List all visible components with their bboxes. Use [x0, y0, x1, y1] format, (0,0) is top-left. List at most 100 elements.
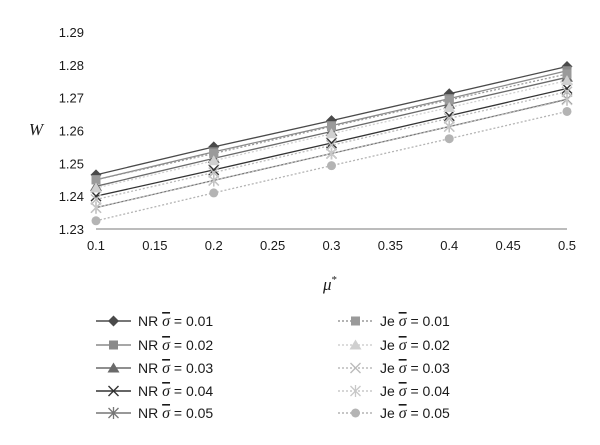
x-tick-label: 0.5 — [558, 238, 576, 253]
data-point-star — [90, 201, 102, 214]
data-point-x — [90, 190, 102, 202]
data-point-circle — [91, 216, 101, 226]
legend-label: NR σ = 0.04 — [138, 383, 213, 400]
legend-prefix: Je — [380, 383, 399, 399]
x-tick-label: 0.3 — [322, 238, 340, 253]
legend-value: = 0.02 — [407, 337, 450, 353]
legend-value: = 0.04 — [407, 383, 450, 399]
legend-value: = 0.01 — [407, 313, 450, 329]
legend-entry: NR σ = 0.03 — [96, 360, 213, 377]
data-point-x — [443, 110, 455, 122]
legend-prefix: NR — [138, 383, 162, 399]
x-tick-label: 0.2 — [205, 238, 223, 253]
data-point-circle — [444, 134, 454, 144]
x-tick-labels: 0.1 0.15 0.2 0.25 0.3 0.35 0.4 0.45 0.5 — [87, 238, 576, 253]
legend-label: NR σ = 0.03 — [138, 360, 213, 377]
legend-label: Je σ = 0.03 — [380, 360, 450, 377]
data-point-circle — [209, 188, 219, 198]
legend-sigma: σ — [399, 360, 408, 377]
legend-prefix: NR — [138, 313, 162, 329]
x-tick-label: 0.15 — [142, 238, 167, 253]
legend-sigma: σ — [399, 383, 408, 400]
legend-sigma: σ — [162, 360, 171, 377]
data-point-triangle — [349, 339, 362, 350]
data-point-triangle — [207, 155, 220, 166]
legend-sigma: σ — [162, 313, 171, 330]
data-point-square — [327, 122, 336, 132]
legend-prefix: NR — [138, 360, 162, 376]
data-point-square — [209, 148, 219, 158]
legend-sigma: σ — [162, 405, 171, 422]
data-point-star — [326, 147, 337, 160]
data-point-x — [108, 385, 119, 397]
y-tick-label: 1.28 — [59, 58, 84, 73]
legend-value: = 0.05 — [170, 405, 213, 421]
x-tick-label: 0.4 — [440, 238, 458, 253]
legend-value: = 0.01 — [170, 313, 213, 329]
legend-entry: Je σ = 0.05 — [338, 405, 450, 422]
legend-value: = 0.02 — [170, 337, 213, 353]
legend-entry: Je σ = 0.04 — [338, 383, 450, 400]
data-point-x — [208, 167, 220, 179]
legend-entry: NR σ = 0.05 — [96, 405, 213, 422]
data-point-diamond — [108, 315, 119, 327]
data-point-x — [443, 112, 455, 124]
legend-entry: NR σ = 0.04 — [96, 383, 213, 400]
data-point-x — [326, 137, 337, 149]
x-tick-label: 0.45 — [495, 238, 520, 253]
series-je-8 — [90, 93, 573, 214]
data-point-circle — [562, 106, 572, 116]
data-point-triangle — [561, 75, 573, 86]
series-nr-3 — [90, 82, 573, 202]
y-tick-label: 1.27 — [59, 91, 84, 106]
legend-prefix: Je — [380, 360, 399, 376]
x-tick-label: 0.25 — [260, 238, 285, 253]
y-tick-label: 1.29 — [59, 25, 84, 40]
series-layer — [90, 60, 573, 226]
legend-label: NR σ = 0.01 — [138, 313, 213, 330]
legend-prefix: NR — [138, 337, 162, 353]
y-axis-label: W — [29, 120, 45, 139]
data-point-circle — [351, 408, 360, 418]
legend-value: = 0.05 — [407, 405, 450, 421]
data-point-triangle — [443, 102, 456, 113]
legend-sigma: σ — [162, 383, 171, 400]
legend-label: Je σ = 0.01 — [380, 313, 450, 330]
legend-sigma: σ — [162, 337, 171, 354]
y-tick-label: 1.26 — [59, 124, 84, 139]
data-point-circle — [327, 161, 336, 171]
legend-entry: Je σ = 0.01 — [338, 313, 450, 330]
data-point-x — [561, 86, 573, 98]
data-point-x — [561, 82, 573, 94]
legend-label: NR σ = 0.02 — [138, 337, 213, 354]
legend-prefix: NR — [138, 405, 162, 421]
data-point-star — [443, 120, 455, 133]
y-tick-labels: 1.23 1.24 1.25 1.26 1.27 1.28 1.29 — [59, 25, 84, 237]
y-tick-label: 1.25 — [59, 156, 84, 171]
data-point-triangle — [90, 182, 102, 193]
legend-label: NR σ = 0.05 — [138, 405, 213, 422]
series-je-7 — [90, 86, 573, 205]
data-point-star — [561, 93, 573, 106]
x-tick-label: 0.35 — [378, 238, 403, 253]
data-point-square — [351, 316, 360, 326]
y-tick-label: 1.23 — [59, 222, 84, 237]
data-point-square — [91, 175, 101, 185]
data-point-triangle — [325, 128, 338, 139]
x-axis-label: μ* — [322, 274, 337, 294]
y-tick-label: 1.24 — [59, 189, 84, 204]
legend-prefix: Je — [380, 405, 399, 421]
data-point-square — [109, 340, 118, 350]
legend-entry: NR σ = 0.01 — [96, 313, 213, 330]
legend-value: = 0.03 — [407, 360, 450, 376]
data-point-triangle — [107, 362, 120, 373]
data-point-square — [444, 95, 454, 105]
legend-sigma: σ — [399, 337, 408, 354]
data-point-star — [108, 407, 119, 419]
data-point-x — [90, 193, 102, 205]
series-je-5 — [91, 69, 572, 185]
legend-label: Je σ = 0.05 — [380, 405, 450, 422]
legend-value: = 0.04 — [170, 383, 213, 399]
